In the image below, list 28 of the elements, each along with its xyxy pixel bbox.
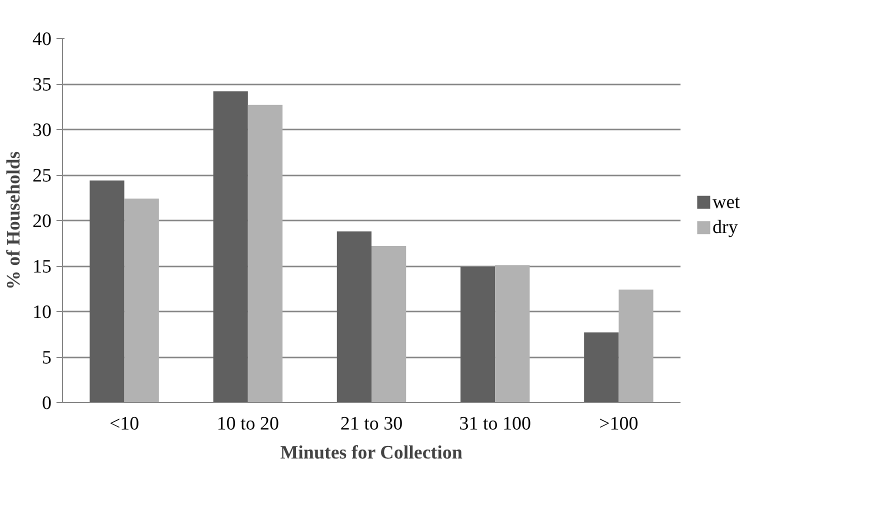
bar [90, 180, 124, 402]
bar [460, 266, 496, 402]
y-tick-label: 0 [42, 393, 52, 414]
y-tick-label: 25 [32, 166, 52, 186]
bar [618, 290, 654, 402]
bar [213, 91, 248, 402]
x-tick-label: 31 to 100 [459, 414, 531, 434]
x-tick-label: <10 [109, 414, 140, 434]
legend-label: wet [712, 192, 741, 213]
y-tick-label: 30 [32, 120, 52, 141]
bar [495, 265, 530, 402]
x-tick-label: 21 to 30 [340, 414, 403, 434]
y-tick-label: 15 [32, 256, 52, 278]
y-tick-label: 10 [32, 302, 52, 323]
legend-label: dry [712, 217, 738, 238]
bar [372, 246, 406, 402]
x-tick-label: 10 to 20 [216, 414, 280, 434]
y-tick-label: 35 [32, 74, 52, 96]
bar [248, 104, 283, 402]
x-axis-title: Minutes for Collection [280, 442, 463, 464]
x-tick-label: >100 [599, 414, 638, 434]
bar [336, 231, 372, 402]
bar [124, 198, 159, 402]
y-axis-title: % of Households [4, 151, 24, 290]
bar [584, 332, 619, 402]
y-tick-label: 40 [32, 29, 52, 50]
y-tick-label: 5 [42, 348, 52, 368]
y-tick-label: 20 [32, 211, 52, 232]
